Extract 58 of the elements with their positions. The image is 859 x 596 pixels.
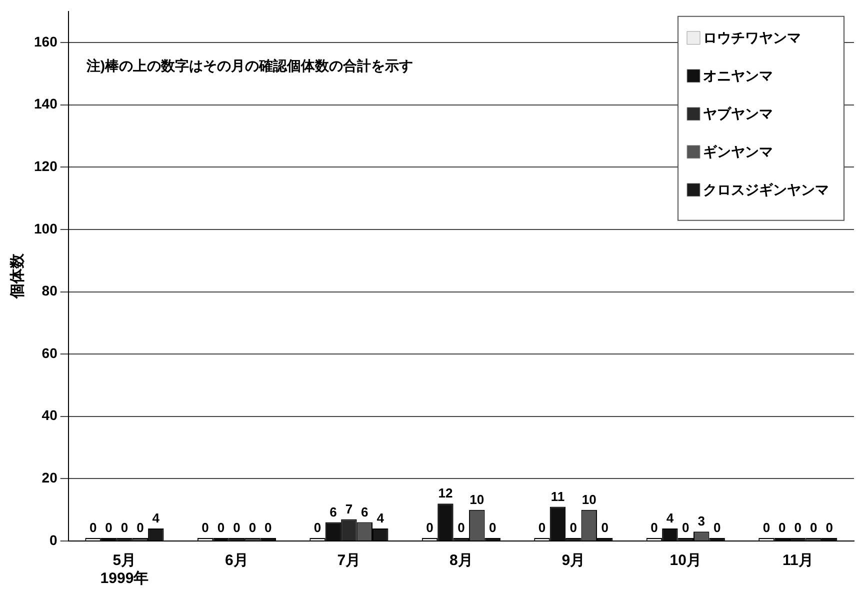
x-tick-label: 9月: [562, 552, 586, 570]
data-label: 4: [152, 510, 160, 526]
x-tick-label: 10月: [670, 552, 702, 570]
data-label: 0: [105, 520, 112, 536]
x-tick-label: 11月: [782, 552, 814, 570]
data-label: 0: [601, 520, 608, 536]
data-label: 0: [682, 520, 690, 536]
data-label: 0: [89, 520, 97, 536]
data-label: 12: [438, 486, 453, 501]
y-tick-label: 100: [34, 220, 58, 236]
legend-label: ヤブヤンマ: [703, 105, 773, 122]
data-label: 4: [376, 510, 385, 526]
data-label: 0: [794, 520, 802, 536]
data-label: 0: [650, 520, 658, 536]
annotation: 注)棒の上の数字はその月の確認個体数の合計を示す: [85, 57, 414, 74]
y-tick-label: 140: [34, 96, 58, 112]
x-tick-label: 5月 1999年: [100, 552, 149, 588]
data-label: 0: [810, 520, 818, 536]
data-label: 6: [330, 504, 337, 520]
data-label: 0: [826, 520, 833, 536]
data-label: 4: [666, 510, 674, 526]
data-label: 10: [582, 492, 596, 507]
data-label: 10: [470, 492, 484, 507]
data-label: 0: [264, 520, 272, 536]
data-label: 11: [550, 488, 565, 504]
data-label: 0: [233, 520, 240, 536]
x-tick-label: 7月: [337, 552, 361, 570]
legend-label: ロウチワヤンマ: [703, 29, 801, 46]
data-label: 0: [426, 520, 434, 536]
data-label: 0: [762, 520, 770, 536]
y-tick-label: 60: [42, 344, 58, 361]
y-tick-label: 120: [34, 158, 58, 174]
legend-label: オニヤンマ: [703, 67, 773, 84]
y-tick-label: 0: [50, 532, 58, 548]
legend-label: ギンヤンマ: [703, 143, 773, 160]
data-label: 0: [458, 520, 465, 536]
data-label: 0: [314, 520, 322, 536]
data-label: 6: [361, 504, 368, 520]
x-tick-label: 6月: [225, 552, 248, 570]
x-tick-label: 8月: [450, 552, 473, 570]
y-tick-label: 80: [42, 282, 58, 299]
data-label: 7: [345, 501, 353, 516]
data-label: 0: [120, 520, 128, 536]
y-tick-label: 160: [34, 33, 58, 50]
data-label: 0: [713, 520, 721, 536]
data-label: 3: [698, 514, 705, 529]
data-label: 0: [778, 520, 786, 536]
y-tick-label: 40: [42, 407, 58, 424]
data-label: 0: [248, 520, 256, 536]
data-label: 0: [538, 520, 546, 536]
data-label: 0: [202, 520, 209, 536]
data-label: 0: [217, 520, 225, 536]
y-axis-title: 個体数: [9, 252, 26, 300]
legend-label: クロスジギンヤンマ: [703, 181, 829, 198]
data-label: 0: [136, 520, 144, 536]
y-tick-label: 20: [42, 470, 58, 486]
data-label: 0: [570, 520, 578, 536]
data-label: 0: [488, 520, 496, 536]
